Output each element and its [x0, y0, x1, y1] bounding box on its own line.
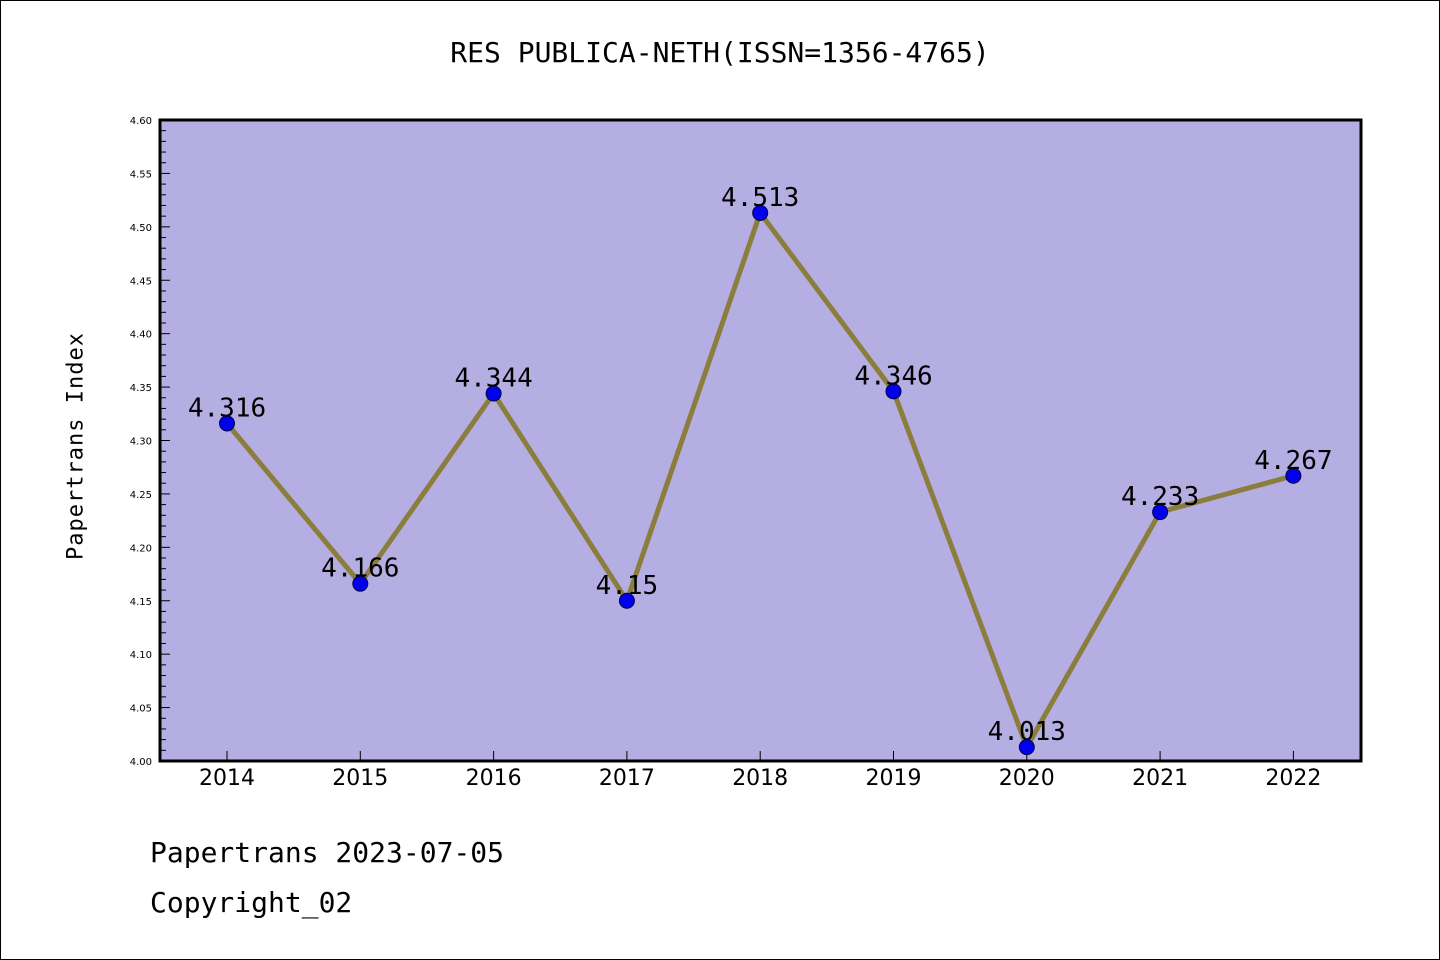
y-tick-label: 4.50: [130, 223, 152, 234]
data-point: [219, 415, 235, 432]
data-label: 4.267: [1254, 446, 1332, 476]
data-point: [1285, 467, 1302, 484]
data-labels: 4.316 4.166 4.344 4.15 4.513 4.346 4.013 4.233 4…: [188, 183, 1333, 747]
y-tick-label: 4.60: [130, 116, 152, 127]
series-markers: [219, 204, 1302, 756]
x-tick-label: 2014: [199, 766, 255, 791]
y-tick-label: 4.40: [130, 330, 152, 341]
y-tick-label: 4.25: [130, 490, 152, 501]
x-tick-label: 2017: [599, 766, 655, 791]
data-point: [885, 383, 902, 400]
data-label: 4.166: [321, 554, 399, 584]
footer-date: Papertrans 2023-07-05: [150, 836, 505, 869]
y-tick-label: 4.00: [130, 757, 152, 768]
y-tick-label: 4.05: [130, 704, 152, 715]
data-point: [618, 592, 635, 609]
data-point: [752, 204, 769, 221]
data-label: 4.233: [1121, 482, 1199, 512]
y-tick-label: 4.55: [130, 169, 152, 180]
footer-copyright: Copyright_02: [150, 886, 353, 919]
x-tick-label: 2015: [332, 766, 388, 791]
data-point: [485, 385, 502, 402]
y-tick-label: 4.30: [130, 437, 152, 448]
x-tick-label: 2021: [1132, 766, 1188, 791]
x-tick-label: 2019: [866, 766, 922, 791]
x-tick-label: 2020: [999, 766, 1055, 791]
y-tick-label: 4.35: [130, 383, 152, 394]
data-point: [352, 575, 369, 592]
chart-title: RES PUBLICA-NETH(ISSN=1356-4765): [450, 36, 990, 69]
data-point: [1018, 739, 1035, 756]
data-label: 4.15: [596, 571, 659, 601]
x-tick-label: 2018: [732, 766, 788, 791]
x-tick-label: 2022: [1265, 766, 1321, 791]
data-label: 4.513: [721, 183, 799, 213]
y-tick-label: 4.20: [130, 543, 152, 554]
plot-area: [158, 118, 1363, 763]
data-label: 4.316: [188, 393, 266, 423]
y-tick-label: 4.45: [130, 276, 152, 287]
x-axis: 2014 2015 2016 2017 2018 2019 2020 2021 2022: [199, 751, 1321, 791]
y-axis: 4.00 4.05 4.10 4.15 4.20 4.25 4.30 4.35 4.40 4.45…: [130, 116, 170, 768]
data-label: 4.346: [854, 361, 932, 391]
data-point: [1152, 504, 1169, 521]
data-label: 4.344: [454, 363, 532, 393]
data-label: 4.013: [988, 717, 1066, 747]
y-tick-label: 4.10: [130, 650, 152, 661]
y-tick-label: 4.15: [130, 597, 152, 608]
x-tick-label: 2016: [466, 766, 522, 791]
